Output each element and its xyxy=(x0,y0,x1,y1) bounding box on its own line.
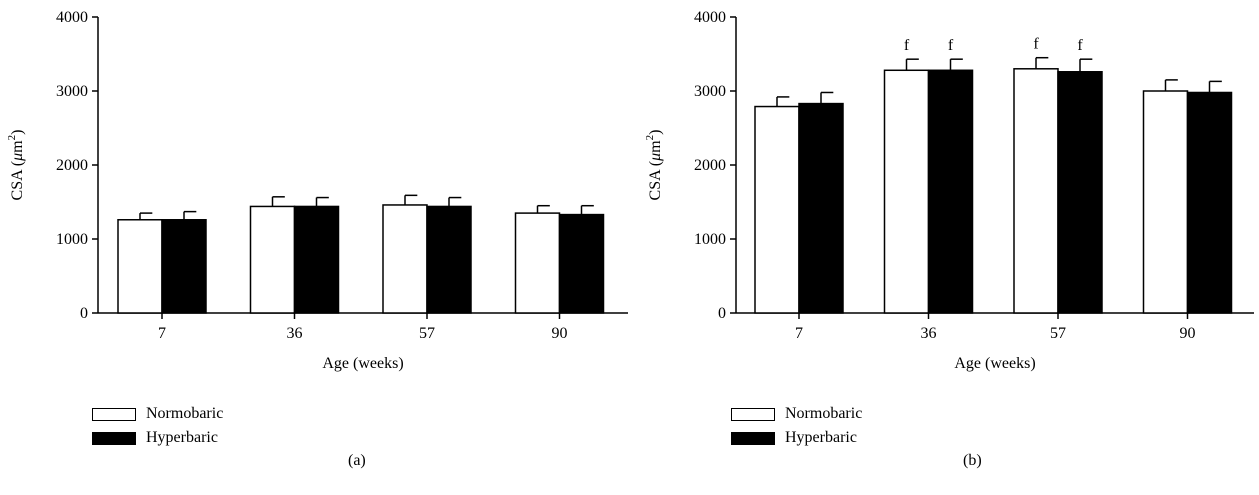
x-axis-title: Age (weeks) xyxy=(954,355,1035,372)
legend-label-hyperbaric: Hyperbaric xyxy=(146,429,218,446)
legend-item-hyperbaric: Hyperbaric xyxy=(731,426,862,450)
y-tick-label: 2000 xyxy=(694,157,726,174)
x-tick-label: 7 xyxy=(158,325,166,342)
y-axis-title: CSA (μm2) xyxy=(644,130,664,201)
y-tick-label: 1000 xyxy=(694,231,726,248)
bar-normobaric-36 xyxy=(249,205,296,314)
bar-normobaric-90 xyxy=(514,212,561,314)
significance-marker: f xyxy=(1033,36,1039,53)
y-tick-label: 3000 xyxy=(694,83,726,100)
x-tick-label: 36 xyxy=(287,325,303,342)
bar-hyperbaric-36 xyxy=(293,205,340,314)
x-tick-label: 57 xyxy=(1050,325,1066,342)
bar-normobaric-7 xyxy=(117,219,163,314)
legend-item-hyperbaric: Hyperbaric xyxy=(92,426,223,450)
y-tick-label: 4000 xyxy=(56,9,88,26)
bar-hyperbaric-36 xyxy=(927,69,974,314)
x-tick-label: 90 xyxy=(552,325,568,342)
x-tick-label: 57 xyxy=(419,325,435,342)
chart-panel-a: 0 1000 2000 3000 4000 CSA (μm2) 7 36 57 90 Age (we… xyxy=(6,9,628,469)
x-axis-title: Age (weeks) xyxy=(322,355,403,372)
y-axis-title: CSA (μm2) xyxy=(6,130,26,201)
bar-hyperbaric-90 xyxy=(558,213,605,314)
bar-hyperbaric-57 xyxy=(1057,71,1103,314)
y-tick-label: 4000 xyxy=(694,9,726,26)
y-tick-label: 1000 xyxy=(56,231,88,248)
y-tick-label: 2000 xyxy=(56,157,88,174)
y-tick-label: 0 xyxy=(718,305,726,322)
significance-marker: f xyxy=(948,37,954,54)
bar-normobaric-57 xyxy=(382,204,428,314)
bar-hyperbaric-7 xyxy=(798,102,844,314)
bar-hyperbaric-7 xyxy=(161,219,207,314)
legend-a: Normobaric Hyperbaric xyxy=(92,402,223,450)
bar-chart-a: 0 1000 2000 3000 4000 CSA (μm2) 7 36 57 90 Age (we… xyxy=(6,9,628,372)
bar-chart-b: 0 1000 2000 3000 4000 CSA (μm2) 7 36 57 90 f f f f Age… xyxy=(644,9,1254,372)
legend-swatch-normobaric xyxy=(92,407,136,421)
legend-label-normobaric: Normobaric xyxy=(146,405,224,422)
bar-hyperbaric-57 xyxy=(426,205,472,314)
bar-normobaric-36 xyxy=(883,69,930,314)
legend-item-normobaric: Normobaric xyxy=(731,402,862,426)
legend-b: Normobaric Hyperbaric xyxy=(731,402,862,450)
bar-hyperbaric-90 xyxy=(1186,91,1233,314)
bar-normobaric-90 xyxy=(1142,90,1189,314)
significance-marker: f xyxy=(904,37,910,54)
x-tick-label: 36 xyxy=(921,325,937,342)
legend-item-normobaric: Normobaric xyxy=(92,402,223,426)
panel-label-a: (a) xyxy=(348,452,366,469)
legend-label-normobaric: Normobaric xyxy=(785,405,863,422)
bar-normobaric-57 xyxy=(1013,68,1059,314)
bar-normobaric-7 xyxy=(754,105,800,314)
legend-label-hyperbaric: Hyperbaric xyxy=(785,429,857,446)
legend-swatch-hyperbaric xyxy=(92,431,136,445)
x-tick-label: 90 xyxy=(1180,325,1196,342)
x-tick-label: 7 xyxy=(795,325,803,342)
legend-swatch-normobaric xyxy=(731,407,775,421)
significance-marker: f xyxy=(1077,37,1083,54)
legend-swatch-hyperbaric xyxy=(731,431,775,445)
chart-panel-b: 0 1000 2000 3000 4000 CSA (μm2) 7 36 57 90 f f f f Age… xyxy=(630,0,1259,495)
y-tick-label: 3000 xyxy=(56,83,88,100)
y-tick-label: 0 xyxy=(80,305,88,322)
panel-label-b: (b) xyxy=(963,452,982,469)
